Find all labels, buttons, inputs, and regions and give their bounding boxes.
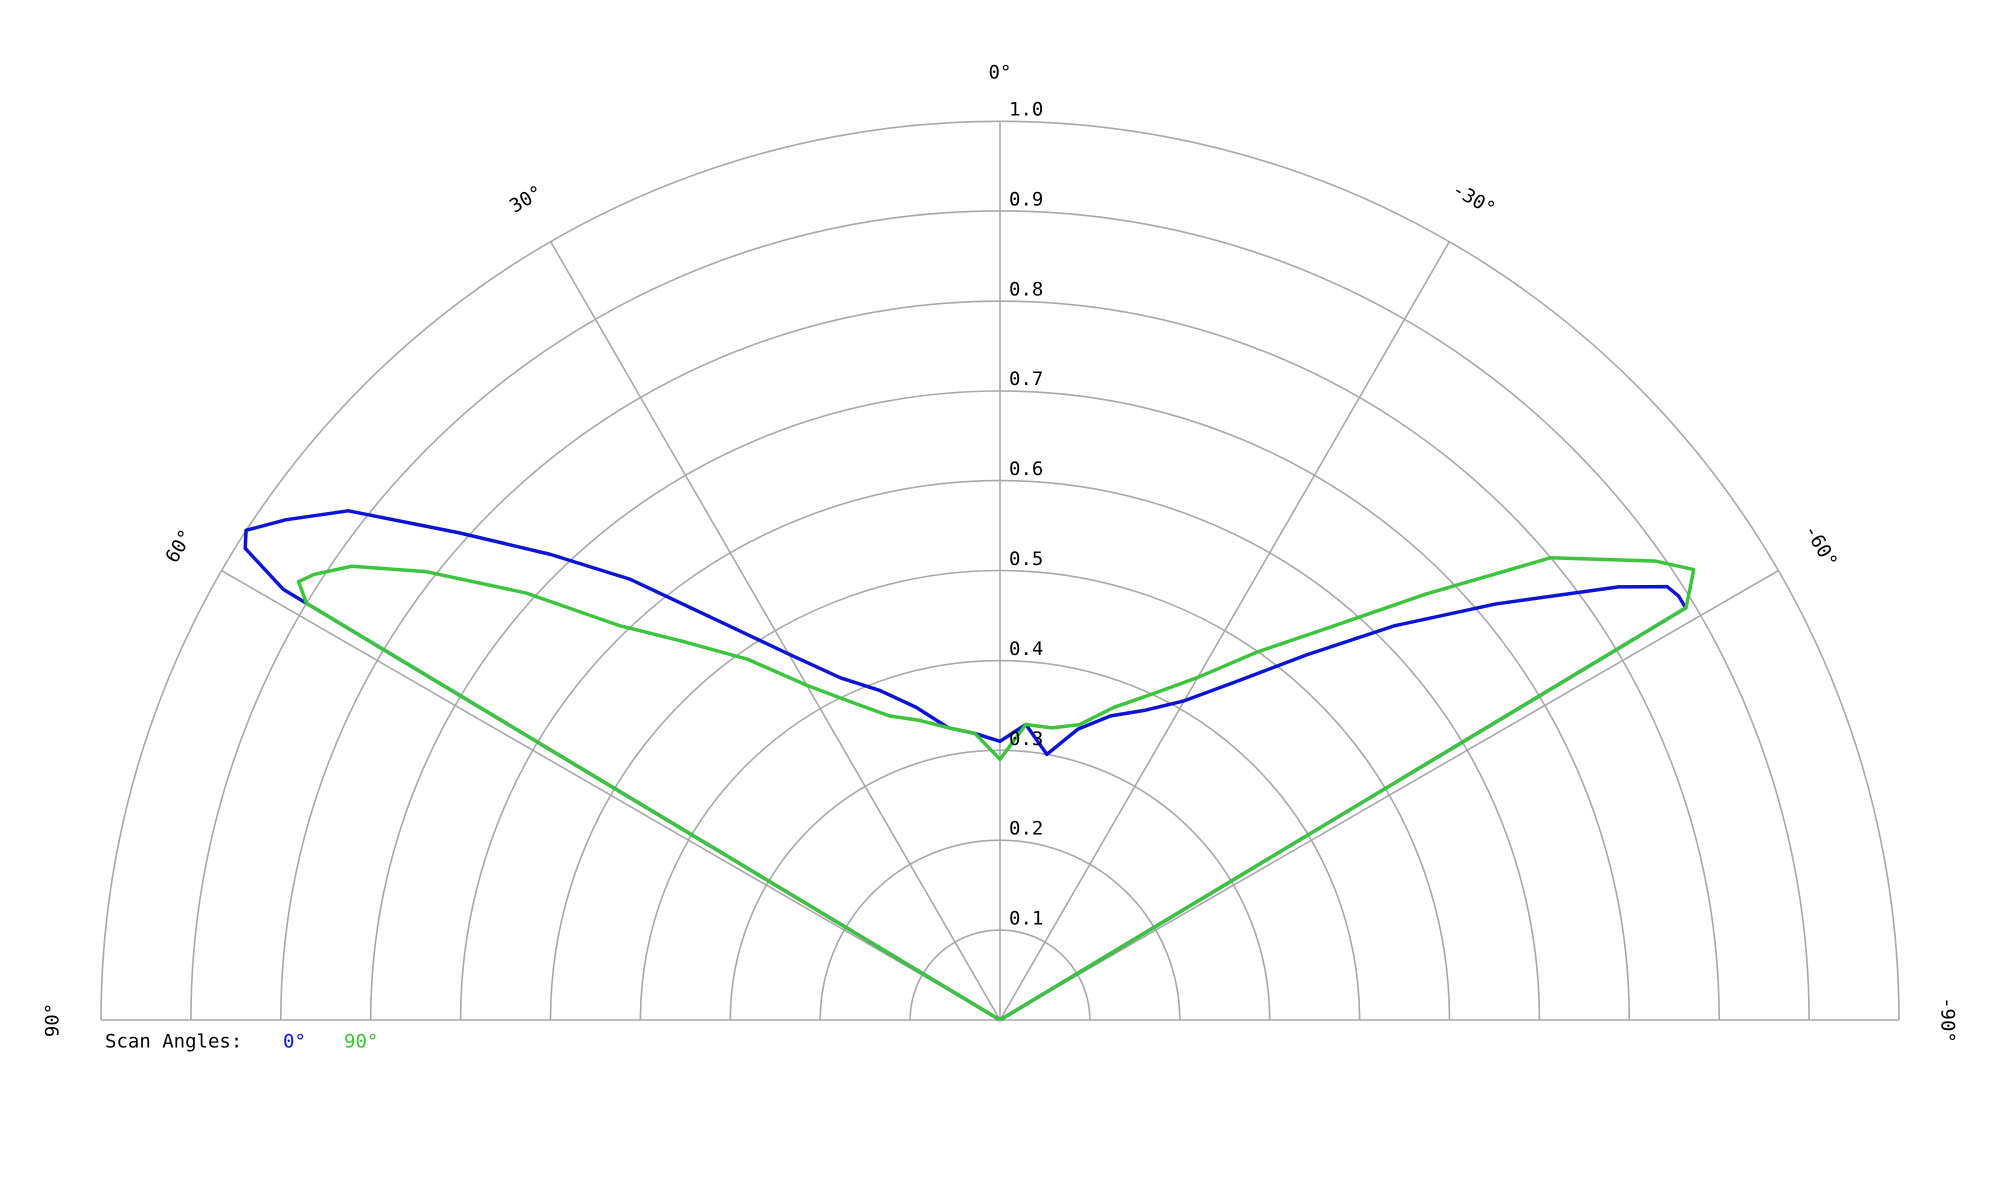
r-tick-label: 0.8 bbox=[1009, 278, 1043, 300]
angle-tick-label: 90° bbox=[42, 1003, 64, 1037]
angle-tick-label: -30° bbox=[1448, 178, 1499, 220]
angle-tick-label: -60° bbox=[1800, 521, 1842, 572]
r-tick-label: 0.1 bbox=[1009, 908, 1043, 930]
legend-title: Scan Angles: bbox=[105, 1031, 242, 1053]
series-line bbox=[243, 509, 1688, 1022]
grid-spoke bbox=[999, 569, 1779, 1021]
r-tick-label: 1.0 bbox=[1009, 99, 1043, 121]
grid bbox=[100, 120, 1900, 1021]
r-tick-label: 0.4 bbox=[1009, 638, 1043, 660]
angle-tick-label: -90° bbox=[1937, 997, 1959, 1043]
r-tick-label: 0.9 bbox=[1009, 188, 1043, 210]
r-tick-label: 0.6 bbox=[1009, 458, 1043, 480]
angle-tick-label: 30° bbox=[506, 181, 547, 217]
r-tick-label: 0.2 bbox=[1009, 818, 1043, 840]
r-tick-label: 0.3 bbox=[1009, 728, 1043, 750]
series-line bbox=[296, 555, 1696, 1022]
legend-entry: 90° bbox=[344, 1031, 378, 1053]
grid-spoke bbox=[221, 569, 1001, 1021]
angle-tick-label: 0° bbox=[989, 62, 1012, 84]
angle-tick-label: 60° bbox=[161, 526, 197, 567]
labels: 0.1 0.2 0.3 0.4 0.5 0.6 0.7 0.8 0.9 1.0 90° 60° 30° 0… bbox=[42, 62, 1959, 1043]
legend: Scan Angles: 0° 90° bbox=[105, 1031, 378, 1053]
plot-area bbox=[243, 509, 1696, 1022]
r-tick-label: 0.7 bbox=[1009, 368, 1043, 390]
grid-spoke bbox=[549, 241, 1001, 1021]
legend-entry: 0° bbox=[283, 1031, 306, 1053]
grid-spoke bbox=[999, 241, 1451, 1021]
r-tick-label: 0.5 bbox=[1009, 548, 1043, 570]
